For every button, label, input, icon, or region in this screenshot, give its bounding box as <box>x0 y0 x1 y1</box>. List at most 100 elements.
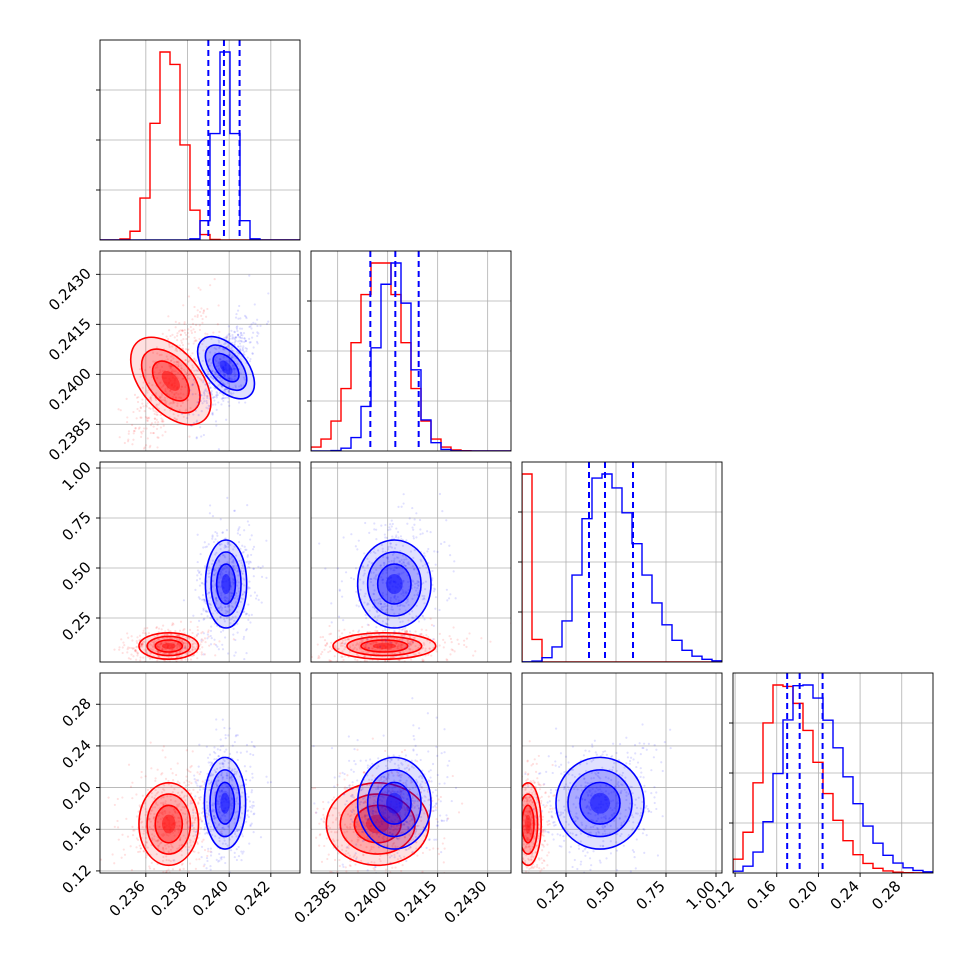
scatter-point <box>221 718 224 721</box>
scatter-point <box>155 853 158 856</box>
scatter-point <box>411 850 414 853</box>
scatter-point <box>186 848 189 852</box>
scatter-point <box>165 392 169 395</box>
scatter-point <box>441 819 444 822</box>
scatter-point <box>245 652 248 655</box>
scatter-point <box>229 366 232 369</box>
scatter-point <box>172 647 175 650</box>
scatter-point <box>150 663 152 665</box>
scatter-point <box>158 811 161 815</box>
scatter-point <box>188 373 191 376</box>
scatter-point <box>209 596 212 599</box>
scatter-point <box>155 649 158 652</box>
scatter-point <box>389 793 392 796</box>
scatter-point <box>169 409 172 412</box>
scatter-point <box>379 649 382 652</box>
scatter-point <box>161 811 165 814</box>
scatter-point <box>161 834 165 838</box>
scatter-point <box>231 616 234 619</box>
scatter-point <box>176 643 179 646</box>
scatter-point <box>242 376 246 379</box>
scatter-point <box>151 351 155 354</box>
scatter-point <box>223 567 226 570</box>
scatter-point <box>157 638 160 642</box>
scatter-point <box>160 797 163 800</box>
scatter-point <box>204 823 207 826</box>
scatter-point <box>418 633 421 636</box>
scatter-point <box>425 846 428 849</box>
scatter-point <box>151 837 154 840</box>
contour-red <box>325 781 430 867</box>
scatter-point <box>318 844 321 847</box>
scatter-point <box>389 791 392 794</box>
scatter-point <box>318 542 321 545</box>
scatter-point <box>390 645 393 648</box>
scatter-point <box>375 626 378 629</box>
scatter-point <box>237 345 240 348</box>
scatter-point <box>232 368 236 371</box>
scatter-point <box>170 365 173 368</box>
scatter-point <box>224 363 227 367</box>
scatter-point <box>236 333 239 336</box>
scatter-point <box>180 367 183 370</box>
scatter-point <box>149 888 151 890</box>
scatter-point <box>135 846 138 849</box>
scatter-point <box>402 636 405 639</box>
scatter-point <box>122 848 125 851</box>
scatter-point <box>227 369 231 372</box>
scatter-point <box>137 810 140 813</box>
scatter-point <box>198 798 202 801</box>
scatter-point <box>240 327 244 330</box>
scatter-point <box>163 645 166 649</box>
scatter-point <box>226 818 229 822</box>
scatter-point <box>246 554 250 557</box>
scatter-point <box>163 647 166 650</box>
scatter-point <box>356 548 359 551</box>
scatter-point <box>413 738 416 741</box>
scatter-point <box>395 825 398 828</box>
scatter-point <box>223 750 226 753</box>
scatter-point <box>333 858 337 862</box>
scatter-point <box>395 811 398 814</box>
scatter-point <box>227 761 230 765</box>
scatter-point <box>169 355 173 358</box>
scatter-point <box>356 870 359 873</box>
scatter-point <box>392 828 395 832</box>
scatter-point <box>379 645 382 648</box>
scatter-point <box>239 345 242 348</box>
scatter-point <box>224 612 227 615</box>
scatter-point <box>227 800 230 804</box>
scatter-point <box>421 598 424 601</box>
scatter-point <box>174 800 177 803</box>
scatter-point <box>373 577 376 580</box>
scatter-point <box>223 546 226 549</box>
scatter-point <box>196 560 199 564</box>
scatter-point <box>351 808 355 811</box>
scatter-point <box>434 596 438 599</box>
scatter-point <box>230 775 233 778</box>
scatter-point <box>211 535 214 538</box>
scatter-point <box>384 640 387 643</box>
scatter-point <box>215 718 218 721</box>
scatter-point <box>221 776 224 779</box>
scatter-point <box>389 633 392 637</box>
scatter-point <box>405 630 408 633</box>
scatter-point <box>129 657 132 661</box>
scatter-point <box>165 633 168 636</box>
scatter-point <box>221 381 225 385</box>
scatter-point <box>412 528 415 531</box>
scatter-point <box>229 577 232 580</box>
scatter-point <box>217 585 220 588</box>
panel-2-1 <box>311 462 511 662</box>
scatter-point <box>384 629 387 632</box>
scatter-point <box>389 803 392 806</box>
panel-3-0 <box>100 673 300 890</box>
scatter-point <box>414 589 418 592</box>
scatter-point <box>252 813 255 816</box>
scatter-point <box>140 432 143 435</box>
scatter-point <box>222 366 225 369</box>
scatter-point <box>238 385 241 388</box>
scatter-point <box>162 826 166 829</box>
scatter-point <box>377 821 380 824</box>
scatter-point <box>393 566 397 569</box>
